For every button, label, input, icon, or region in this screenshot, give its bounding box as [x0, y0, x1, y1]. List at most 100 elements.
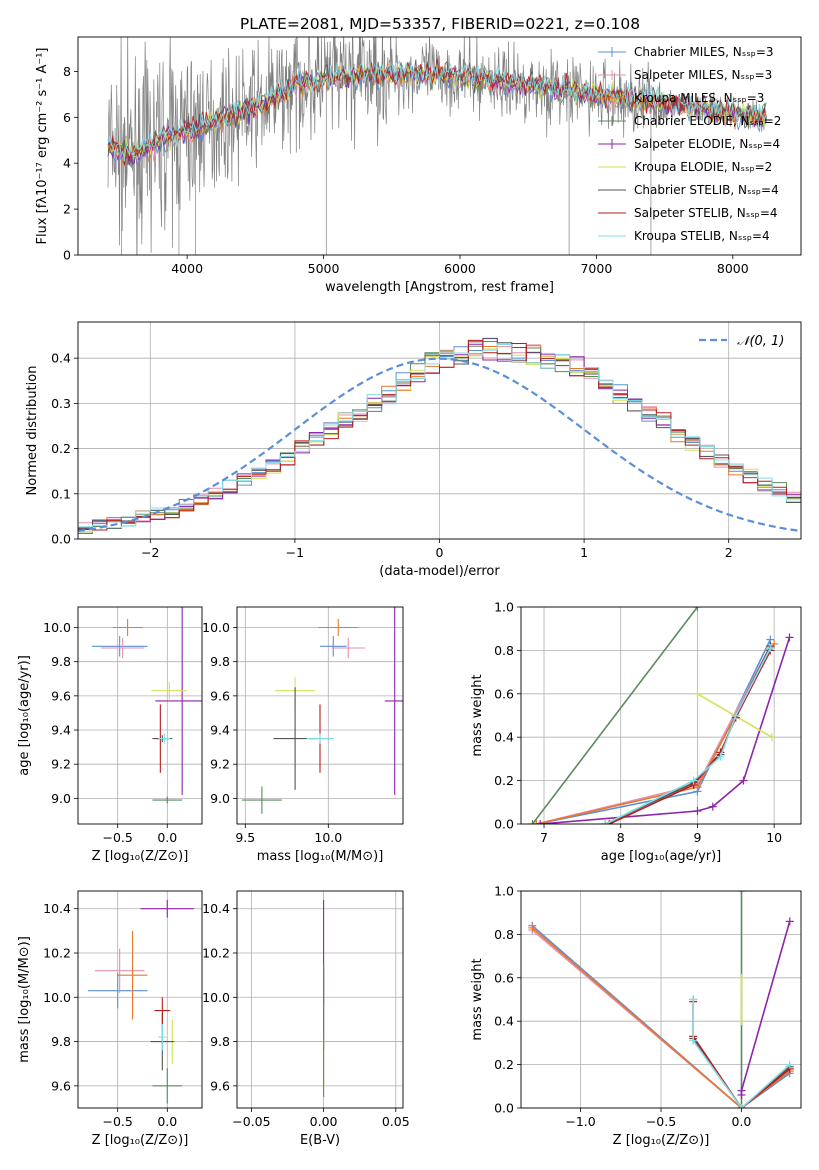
chart-mass_vs_ebv: −0.05 0.00 0.05 9.6 9.8 10.0 10.2 10.4 E(B-V) [202, 890, 410, 1148]
x-tick-label: −0.5 [103, 830, 133, 845]
series-marker-kroupa_elodie [693, 689, 702, 698]
y-tick-label: 1.0 [494, 884, 514, 899]
model-spectrum-kroupa_stelib [107, 60, 767, 162]
axes-frame [77, 890, 203, 1109]
y-axis-label: mass weight [470, 958, 485, 1040]
chart-massweight_vs_age: 7 8 9 10 0.0 0.2 0.4 0.6 0.8 1.0 age [log₁₀(age/yr… [470, 600, 802, 864]
x-axis-label: Z [log₁₀(Z/Z⊙)] [92, 849, 189, 864]
x-tick-label: 0.0 [157, 830, 177, 845]
series-line-kroupa_miles [536, 643, 775, 824]
y-tick-label: 0.2 [51, 441, 71, 456]
series-line-chabrier_miles [531, 925, 791, 1108]
axes-frame [77, 321, 802, 540]
x-axis-label: age [log₁₀(age/yr)] [601, 849, 722, 864]
series-marker-kroupa_stelib [689, 1036, 698, 1045]
y-tick-label: 10.2 [202, 946, 230, 961]
plot-area [241, 607, 403, 814]
x-tick-label: 7 [540, 830, 548, 845]
series-marker-kroupa_stelib [689, 995, 698, 1004]
x-tick-label: 9 [693, 830, 701, 845]
x-tick-label: −0.05 [232, 1114, 270, 1129]
gaussian-curve [78, 357, 801, 533]
y-axis-label: mass [log₁₀(M/M⊙)] [17, 936, 32, 1063]
x-tick-label: 2 [725, 545, 733, 560]
histogram-kroupa_stelib [78, 344, 801, 539]
x-tick-label: −1.0 [565, 1114, 595, 1129]
x-tick-label: 7000 [580, 261, 612, 276]
series-marker-chabrier_elodie [737, 891, 746, 895]
x-tick-label: 8 [617, 830, 625, 845]
y-tick-label: 9.2 [51, 757, 71, 772]
y-tick-label: 0.4 [494, 1014, 514, 1029]
series-line-chabrier_elodie [531, 607, 699, 824]
plot-area [78, 337, 801, 539]
legend-label: Salpeter MILES, Nₛₛₚ=3 [634, 68, 772, 82]
chart-spectrum: 4000 5000 6000 7000 8000 0 2 4 6 8 wavelength [Ang… [35, 36, 802, 295]
series-marker-salpeter_elodie [536, 820, 545, 824]
y-tick-label: 0.6 [494, 686, 514, 701]
axes-frame [520, 890, 802, 1109]
series-line-kroupa_stelib [605, 647, 772, 824]
plot-area [107, 37, 767, 255]
y-tick-label: 8 [63, 64, 71, 79]
figure-title: PLATE=2081, MJD=53357, FIBERID=0221, z=0… [240, 15, 640, 33]
y-tick-label: 9.6 [51, 688, 71, 703]
y-tick-label: 10.4 [43, 901, 71, 916]
y-tick-label: 0.6 [494, 970, 514, 985]
chart-mass_vs_Z: −0.5 0.0 9.6 9.8 10.0 10.2 10.4 Z [log₁₀(Z/Z⊙)]… [17, 890, 203, 1148]
series-marker-kroupa_stelib [716, 752, 725, 761]
y-tick-label: 1.0 [494, 600, 514, 615]
series-marker-kroupa_miles [770, 639, 779, 648]
x-tick-label: 0 [436, 545, 444, 560]
x-tick-label: −0.5 [646, 1114, 676, 1129]
y-tick-label: 0.2 [494, 1057, 514, 1072]
x-tick-label: 0.0 [157, 1114, 177, 1129]
y-tick-label: 4 [63, 156, 71, 171]
plot-area [91, 607, 202, 804]
series-marker-kroupa_miles [528, 923, 537, 932]
y-tick-label: 0.3 [51, 396, 71, 411]
y-tick-label: 0.0 [494, 1101, 514, 1116]
axes-frame [77, 606, 203, 825]
x-tick-label: −1 [286, 545, 304, 560]
series-marker-salpeter_elodie [785, 633, 794, 642]
x-axis-label: (data-model)/error [379, 564, 500, 579]
model-spectrum-kroupa_elodie [107, 62, 767, 158]
series-marker-salpeter_elodie [739, 776, 748, 785]
plot-area [528, 891, 794, 1108]
model-spectrum-salpeter_elodie [107, 61, 767, 166]
x-tick-label: 4000 [171, 261, 203, 276]
chart-residuals: −2 −1 0 1 2 0.0 0.1 0.2 0.3 0.4 (data-model)/error… [25, 321, 802, 579]
series-line-kroupa_miles [531, 927, 791, 1108]
x-tick-label: 0.0 [732, 1114, 752, 1129]
legend-label: Kroupa ELODIE, Nₛₛₚ=2 [634, 160, 772, 174]
x-axis-label: Z [log₁₀(Z/Z⊙)] [92, 1133, 189, 1148]
x-tick-label: 9.5 [235, 830, 255, 845]
legend-label: Salpeter ELODIE, Nₛₛₚ=4 [634, 137, 780, 151]
y-tick-label: 0.0 [51, 532, 71, 547]
y-tick-label: 2 [63, 202, 71, 217]
series-marker-kroupa_stelib [737, 1104, 746, 1108]
y-tick-label: 10.0 [43, 990, 71, 1005]
series-marker-kroupa_elodie [737, 1017, 746, 1026]
x-tick-label: 0.00 [310, 1114, 338, 1129]
legend: Chabrier MILES, Nₛₛₚ=3 Salpeter MILES, Nₛ… [598, 45, 781, 243]
y-tick-label: 9.0 [210, 791, 230, 806]
x-tick-label: 6000 [444, 261, 476, 276]
y-tick-label: 9.4 [51, 723, 71, 738]
y-tick-label: 0 [63, 248, 71, 263]
series-marker-kroupa_stelib [766, 644, 775, 653]
x-tick-label: 5000 [308, 261, 340, 276]
legend-label: Salpeter STELIB, Nₛₛₚ=4 [634, 206, 778, 220]
y-tick-label: 0.0 [494, 817, 514, 832]
series-marker-chabrier_elodie [528, 820, 537, 824]
legend-label: Kroupa MILES, Nₛₛₚ=3 [634, 91, 764, 105]
y-tick-label: 0.8 [494, 927, 514, 942]
y-tick-label: 9.8 [51, 1034, 71, 1049]
legend-label: Kroupa STELIB, Nₛₛₚ=4 [634, 229, 770, 243]
series-marker-kroupa_stelib [601, 820, 610, 824]
axes-frame [236, 890, 404, 1109]
y-axis-label: Normed distribution [25, 366, 40, 496]
x-axis-label: mass [log₁₀(M/M⊙)] [257, 849, 384, 864]
